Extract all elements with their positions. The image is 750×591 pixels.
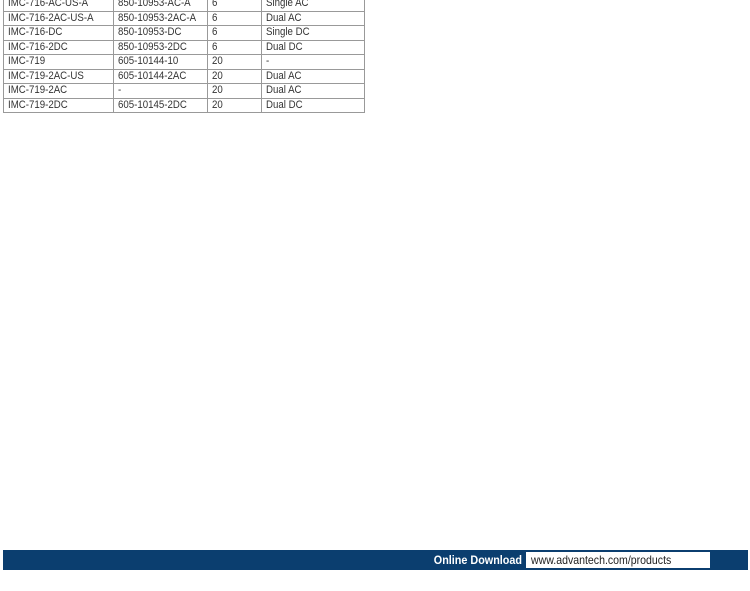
table-cell: IMC-719-2DC [3, 97, 114, 113]
download-url-link[interactable]: www.advantech.com/products [526, 552, 710, 568]
table-cell: 20 [207, 83, 262, 99]
table-cell: Dual DC [261, 39, 365, 55]
table-cell: IMC-719-2AC-US [3, 68, 114, 84]
table-cell: Dual AC [261, 83, 365, 99]
table-cell: IMC-719-2AC [3, 83, 114, 99]
table-cell: Single AC [261, 0, 365, 12]
table-cell: Dual AC [261, 10, 365, 26]
table-cell: Single DC [261, 25, 365, 41]
table-cell: 605-10144-10 [113, 54, 208, 70]
table-cell: 605-10145-2DC [113, 97, 208, 113]
table-row: IMC-716-AC-US-A 850-10953-AC-A 6 Single AC [3, 0, 365, 12]
table-cell: 850-10953-2AC-A [113, 10, 208, 26]
table-cell: 6 [207, 25, 262, 41]
table-cell: 6 [207, 10, 262, 26]
table-cell: - [261, 54, 365, 70]
table-row: IMC-716-2DC 850-10953-2DC 6 Dual DC [3, 39, 365, 55]
table-cell: 850-10953-DC [113, 25, 208, 41]
table-cell: 20 [207, 54, 262, 70]
table-row: IMC-719-2AC-US 605-10144-2AC 20 Dual AC [3, 68, 365, 84]
table-cell: IMC-716-DC [3, 25, 114, 41]
table-cell: IMC-716-2AC-US-A [3, 10, 114, 26]
table-row: IMC-719-2AC -20 Dual AC [3, 83, 365, 99]
table-row: IMC-719-2DC 605-10145-2DC 20 Dual DC [3, 97, 365, 113]
table-cell: 6 [207, 0, 262, 12]
table-row: IMC-716-2AC-US-A 850-10953-2AC-A 6 Dual AC [3, 10, 365, 26]
table-cell: 6 [207, 39, 262, 55]
table-cell: - [113, 83, 208, 99]
product-table: IMC-716-AC-US-A 850-10953-AC-A 6 Single AC I… [3, 0, 365, 113]
table-cell: Dual DC [261, 97, 365, 113]
footer-bar: Online Download www.advantech.com/produc… [3, 550, 748, 570]
table-cell: 850-10953-AC-A [113, 0, 208, 12]
table-cell: IMC-716-AC-US-A [3, 0, 114, 12]
table-cell: IMC-719 [3, 54, 114, 70]
online-download-label: Online Download [433, 553, 522, 567]
table-cell: 20 [207, 97, 262, 113]
table-row: IMC-716-DC 850-10953-DC 6 Single DC [3, 25, 365, 41]
table-cell: Dual AC [261, 68, 365, 84]
table-cell: 605-10144-2AC [113, 68, 208, 84]
table-cell: IMC-716-2DC [3, 39, 114, 55]
table-row: IMC-719 605-10144-10 20- [3, 54, 365, 70]
table-cell: 850-10953-2DC [113, 39, 208, 55]
table-cell: 20 [207, 68, 262, 84]
